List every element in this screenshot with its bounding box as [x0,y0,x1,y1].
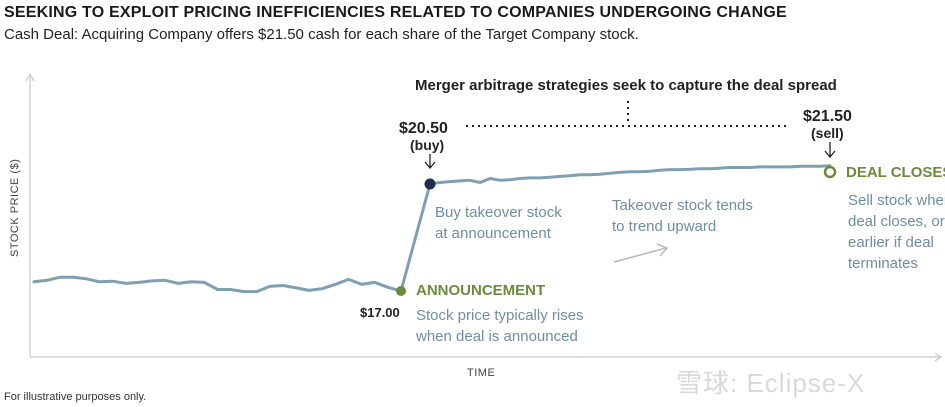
announcement-label: ANNOUNCEMENT [416,282,545,299]
buy-note-line2: at announcement [435,225,552,242]
buy-tag-label: (buy) [410,137,444,153]
close-note-line2: deal closes, or [848,213,945,230]
close-note-line4: terminates [848,255,918,272]
close-note-line1: Sell stock when [848,192,945,209]
close-arrow-icon [824,142,836,159]
chart-subtitle: Cash Deal: Acquiring Company offers $21.… [4,26,639,43]
close-tag-label: (sell) [811,125,844,141]
x-axis-arrow-icon [934,352,943,362]
chart-title: SEEKING TO EXPLOIT PRICING INEFFICIENCIE… [4,4,787,21]
trend-note-line1: Takeover stock tends [612,197,753,214]
trend-note-line2: to trend upward [612,218,716,235]
buy-point [424,178,436,190]
announcement-note-line2: when deal is announced [415,328,578,345]
price-series-line [32,164,832,294]
close-note-line3: earlier if deal [848,234,934,251]
x-axis-label: TIME [467,367,495,379]
spread-annotation: Merger arbitrage strategies seek to capt… [415,77,837,94]
footnote: For illustrative purposes only. [4,391,147,403]
close-price-label: $21.50 [803,108,852,125]
announcement-price-label: $17.00 [360,305,400,320]
trend-arrow-icon [613,243,669,263]
announcement-point [396,286,406,296]
close-label: DEAL CLOSES [846,164,945,181]
buy-note-line1: Buy takeover stock [435,204,562,221]
buy-price-label: $20.50 [399,120,448,137]
close-point [823,165,837,179]
y-axis-arrow-icon [25,72,35,82]
buy-arrow-icon [424,154,436,170]
announcement-note-line1: Stock price typically rises [416,307,584,324]
y-axis-label: STOCK PRICE ($) [9,159,21,257]
watermark: 雪球: Eclipse-X [676,368,866,398]
